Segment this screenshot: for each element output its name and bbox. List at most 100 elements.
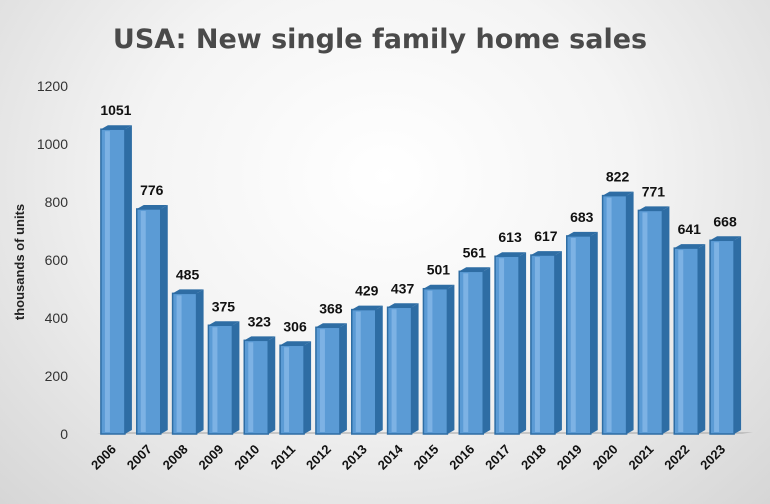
bar-side (196, 289, 204, 434)
bar-top (315, 323, 347, 328)
bar-top (602, 191, 634, 196)
bar-highlight (606, 197, 612, 432)
x-tick-label: 2012 (303, 442, 334, 473)
bar-top (674, 244, 706, 249)
y-tick-label: 400 (45, 310, 69, 326)
data-label: 485 (176, 266, 200, 282)
bar-top (280, 341, 312, 346)
data-label: 617 (534, 228, 558, 244)
bar-top (100, 125, 132, 130)
bars (100, 125, 742, 435)
bar-side (339, 323, 347, 434)
bar-front (279, 344, 305, 435)
x-tick-label: 2008 (160, 442, 191, 473)
bar (386, 303, 419, 435)
bar-highlight (534, 257, 540, 432)
bar-highlight (104, 131, 110, 432)
bar-front (637, 209, 664, 435)
bar-highlight (714, 242, 720, 432)
data-label: 822 (606, 169, 630, 185)
x-tick-label: 2017 (482, 442, 513, 473)
x-tick-label: 2009 (195, 442, 226, 473)
bar (351, 305, 383, 435)
data-label: 613 (498, 229, 522, 245)
bar-side (304, 341, 312, 434)
bar-highlight (499, 258, 505, 432)
bar-side (447, 284, 455, 434)
bar-front (207, 324, 234, 435)
bar-side (698, 244, 706, 434)
bar-side (734, 236, 742, 434)
bar-top (710, 236, 742, 241)
bar (100, 125, 132, 435)
y-tick-label: 1200 (37, 78, 68, 94)
bar (422, 284, 455, 435)
bar-top (530, 251, 562, 256)
bar-side (554, 251, 562, 434)
y-axis-ticks: 0 200 400 600 800 1000 1200 (37, 78, 68, 442)
bar-highlight (212, 327, 218, 432)
data-label: 561 (463, 244, 487, 260)
bar (279, 341, 312, 435)
bar-side (483, 267, 491, 434)
bar-highlight (463, 273, 469, 432)
x-tick-label: 2018 (518, 442, 549, 473)
bar-front (386, 306, 413, 435)
bar (136, 204, 168, 435)
bar-highlight (140, 210, 146, 432)
bar (637, 206, 670, 435)
data-label: 437 (391, 280, 415, 296)
data-label: 683 (570, 209, 594, 225)
x-tick-label: 2013 (339, 442, 370, 473)
bar-highlight (319, 329, 325, 432)
bar-side (411, 303, 419, 434)
bar-side (375, 305, 383, 434)
bar-top (387, 303, 419, 308)
bar-top (566, 231, 598, 236)
bar-front (601, 194, 628, 435)
data-label: 375 (212, 298, 236, 314)
bar-highlight (248, 342, 254, 432)
data-label: 306 (283, 318, 307, 334)
bar-side (232, 321, 240, 434)
bar (530, 251, 562, 435)
bar-highlight (678, 250, 684, 432)
bar (315, 323, 347, 435)
y-tick-label: 0 (60, 426, 68, 442)
y-axis-label: thousands of units (12, 204, 27, 320)
x-tick-label: 2007 (124, 442, 155, 473)
bar-highlight (570, 237, 576, 432)
data-label: 668 (713, 213, 737, 229)
x-tick-label: 2006 (88, 442, 119, 473)
bar-side (519, 252, 527, 434)
bar-front (315, 326, 341, 435)
bar-front (351, 308, 377, 435)
x-tick-label: 2015 (410, 442, 441, 473)
bar (458, 267, 491, 435)
bar-side (268, 336, 276, 434)
x-tick-label: 2014 (375, 441, 407, 473)
x-tick-label: 2010 (231, 442, 262, 473)
bar-top (423, 284, 455, 289)
bar-front (566, 235, 592, 435)
bar-front (422, 287, 449, 435)
bar-top (208, 321, 240, 326)
bar-highlight (391, 309, 397, 432)
bar-side (662, 206, 670, 434)
bar-front (171, 292, 198, 435)
bar-highlight (284, 347, 290, 432)
bar-top (459, 267, 491, 272)
bar-highlight (642, 212, 648, 432)
bar-front (530, 254, 556, 435)
data-labels: 1051 776 485 375 323 306 368 429 437 501 561 613 617… (100, 102, 737, 334)
bar-highlight (355, 311, 361, 432)
bar (673, 244, 706, 435)
chart-title: USA: New single family home sales (113, 24, 647, 55)
bar-top (244, 336, 276, 341)
bar (494, 252, 527, 435)
bar-side (124, 125, 132, 435)
bar-front (494, 255, 520, 435)
data-label: 771 (642, 183, 666, 199)
bar-side (626, 191, 634, 434)
